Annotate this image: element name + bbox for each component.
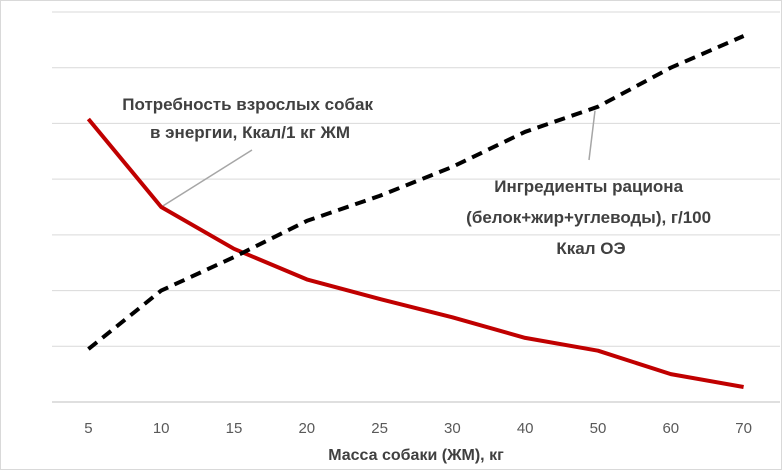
x-tick-label: 25 — [371, 420, 388, 437]
annotation-energy: Потребность взрослых собак в энергии, Кк… — [122, 95, 377, 142]
x-tick-label: 5 — [84, 420, 92, 437]
series-line-ingredients — [87, 34, 745, 351]
annotation-energy-line-1: Потребность взрослых собак — [122, 95, 373, 114]
x-tick-label: 30 — [444, 420, 461, 437]
x-tick-label: 70 — [735, 420, 752, 437]
x-tick-label: 60 — [662, 420, 679, 437]
x-axis-label: Масса собаки (ЖМ), кг — [328, 447, 504, 464]
x-tick-label: 15 — [226, 420, 243, 437]
series-line-energy — [86, 117, 744, 389]
annotation-ingredients: Ингредиенты рациона (белок+жир+углеводы)… — [466, 177, 716, 258]
gridlines — [52, 11, 780, 403]
annotation-ingredients-line-2: (белок+жир+углеводы), г/100 — [466, 208, 711, 227]
series-lines — [86, 34, 745, 389]
annotation-ingredients-line-3: Ккал ОЭ — [556, 239, 625, 258]
leader-line-energy — [160, 149, 253, 208]
leader-line-ingredients — [588, 110, 596, 161]
annotation-leaders — [160, 110, 596, 208]
x-tick-label: 10 — [153, 420, 170, 437]
annotation-energy-line-2: в энергии, Ккал/1 кг ЖМ — [150, 123, 350, 142]
annotation-ingredients-line-1: Ингредиенты рациона — [494, 177, 683, 196]
x-tick-label: 50 — [590, 420, 607, 437]
x-tick-label: 40 — [517, 420, 534, 437]
x-axis-ticks: 5 10 15 20 25 30 40 50 60 70 — [84, 420, 752, 437]
x-tick-label: 20 — [298, 420, 315, 437]
